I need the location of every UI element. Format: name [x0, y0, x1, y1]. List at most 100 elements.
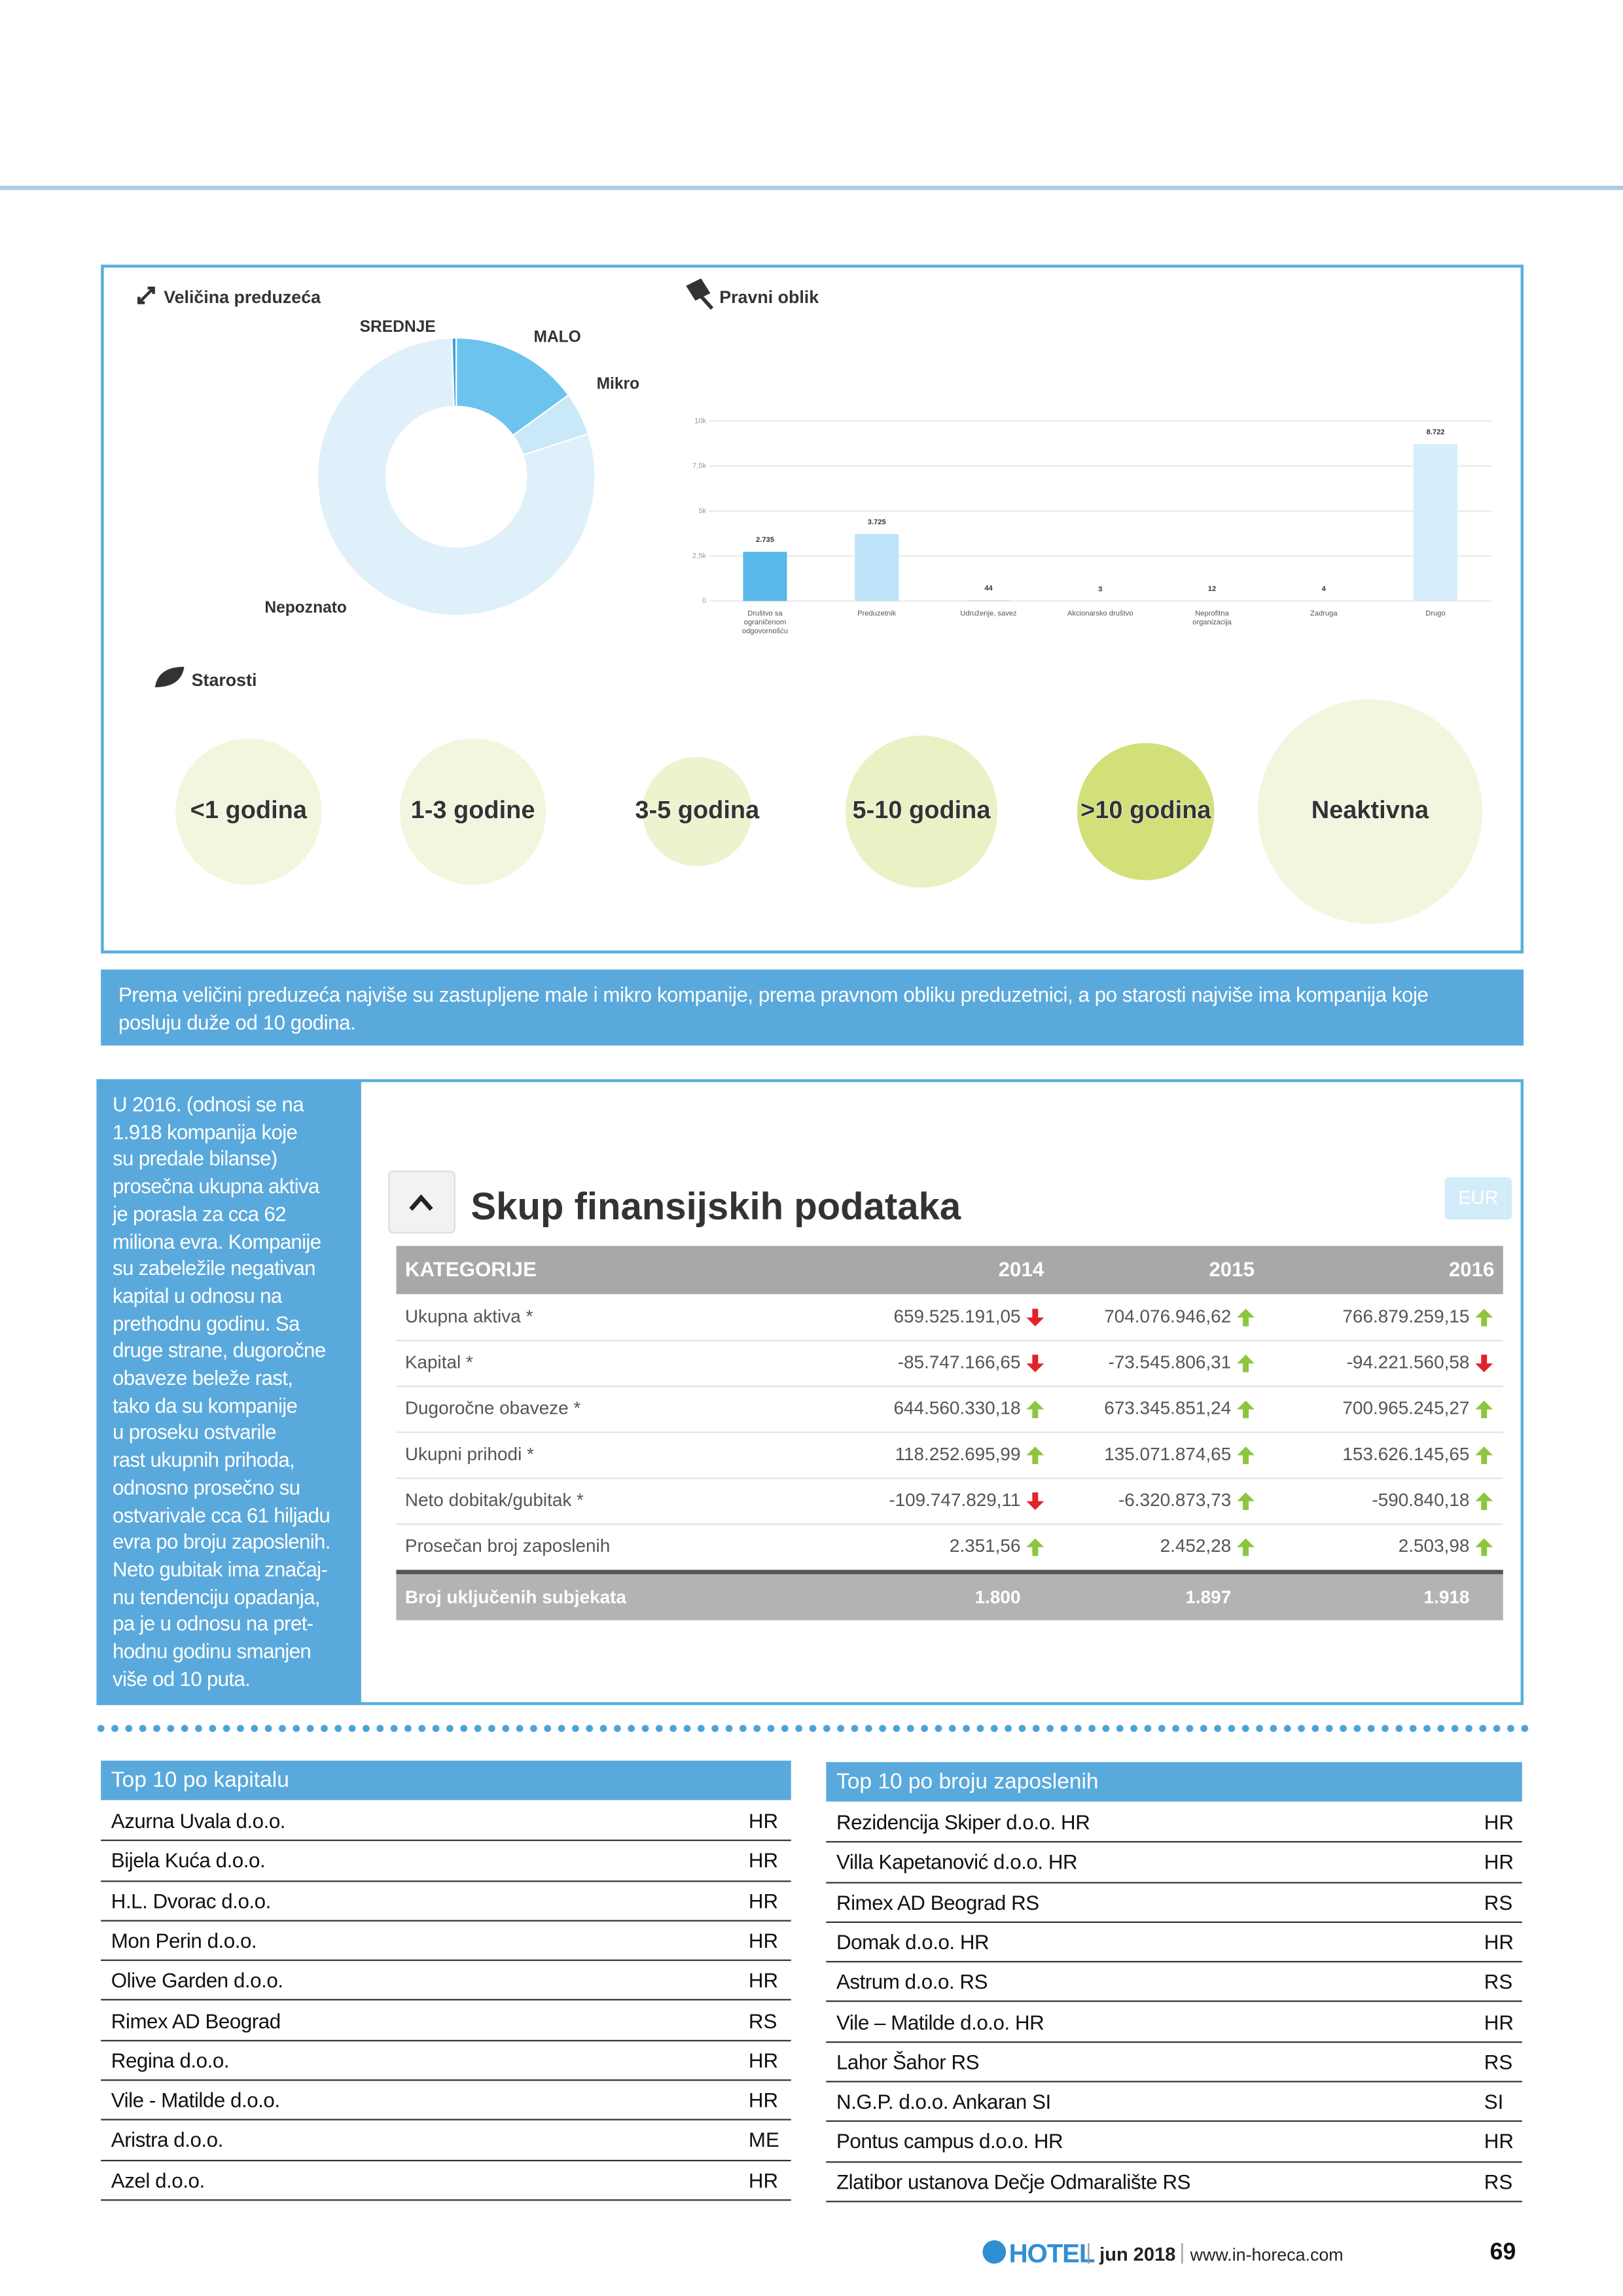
footer-separator	[1088, 2243, 1090, 2264]
list-country: HR	[1484, 2129, 1514, 2153]
cell-value: 135.071.874,65	[1104, 1444, 1231, 1464]
list-row	[101, 2081, 791, 2121]
footer-brand: HOTEL	[1008, 2238, 1096, 2269]
side-text-line: Neto gubitak ima značaj-	[113, 1557, 328, 1581]
collapse-button[interactable]	[388, 1170, 455, 1234]
side-text-line: ostvarivale cca 61 hiljadu	[113, 1502, 330, 1526]
cell-value: 2.351,56	[950, 1535, 1021, 1556]
footer-separator	[1181, 2243, 1183, 2264]
list-row	[826, 2003, 1522, 2043]
cell-value: 118.252.695,99	[895, 1444, 1021, 1464]
cell-value: 766.879.259,15	[1342, 1306, 1469, 1326]
bubble	[642, 757, 752, 867]
caption-band	[101, 969, 1524, 1046]
value-label: 4	[1322, 585, 1327, 593]
column-header: 2016	[1449, 1258, 1495, 1281]
value-label: 12	[1208, 585, 1216, 593]
caption-line: Prema veličini preduzeća najviše su zast…	[118, 982, 1429, 1007]
value-label: 2.735	[756, 536, 774, 544]
side-text-line: evra po broju zaposlenih.	[113, 1530, 330, 1554]
column-header: 2015	[1209, 1258, 1255, 1281]
list-name: Pontus campus d.o.o. HR	[836, 2129, 1063, 2153]
cell-value: 659.525.191,05	[894, 1306, 1021, 1326]
table-footer	[396, 1570, 1503, 1621]
y-tick-label: 0	[702, 597, 706, 605]
side-text-line: 1.918 kompanija koje	[113, 1119, 298, 1143]
list-country: HR	[748, 1968, 779, 1992]
side-text-line: prosečna ukupna aktiva	[113, 1174, 319, 1198]
segment-label: Mikro	[597, 375, 640, 393]
list-title: Top 10 po broju zaposlenih	[836, 1769, 1099, 1795]
bar	[743, 552, 787, 601]
trend-arrow	[1026, 1308, 1044, 1327]
list-name: H.L. Dvorac d.o.o.	[111, 1888, 272, 1912]
list-name: N.G.P. d.o.o. Ankaran SI	[836, 2089, 1051, 2113]
cell-value: 2.503,98	[1399, 1535, 1470, 1556]
list-country: HR	[748, 1928, 779, 1952]
side-text-line: odnosno prosečno su	[113, 1475, 300, 1499]
side-text-line: obaveze beleže rast,	[113, 1365, 293, 1390]
list-row	[826, 1843, 1522, 1883]
side-text-line: kapital u odnosu na	[113, 1283, 282, 1308]
footer-url: www.in-horeca.com	[1190, 2244, 1344, 2265]
trend-arrow	[1026, 1538, 1044, 1556]
list-row	[826, 1803, 1522, 1843]
chart-title: Pravni oblik	[719, 287, 819, 307]
row-label: Prosečan broj zaposlenih	[405, 1535, 610, 1556]
bubble-label: 5-10 godina	[853, 797, 991, 824]
list-row	[826, 2043, 1522, 2083]
list-name: Olive Garden d.o.o.	[111, 1968, 283, 1992]
list-name: Domak d.o.o. HR	[836, 1929, 990, 1954]
list-country: RS	[1484, 1890, 1513, 1914]
list-country: HR	[748, 2048, 779, 2072]
bubble-label: >10 godina	[1080, 797, 1211, 824]
cell-value: -85.747.166,65	[898, 1352, 1021, 1372]
chart-title: Veličina preduzeća	[164, 287, 321, 307]
x-tick-label: Društvo sa ograničenom odgovornošću	[741, 609, 789, 636]
list-name: Azel d.o.o.	[111, 2168, 205, 2192]
donut-segment	[455, 336, 570, 437]
value-label: 3.725	[868, 518, 886, 526]
column-header: KATEGORIJE	[405, 1258, 537, 1281]
cell-value: 153.626.145,65	[1342, 1444, 1469, 1464]
list-country: HR	[748, 2168, 779, 2192]
bubble-label: <1 godina	[190, 797, 308, 824]
trend-arrow	[1475, 1446, 1493, 1464]
row-label: Neto dobitak/gubitak *	[405, 1490, 584, 1510]
trend-arrow	[1237, 1492, 1255, 1511]
footer-value: 1.800	[975, 1587, 1021, 1607]
side-text-line: U 2016. (odnosi se na	[113, 1092, 304, 1116]
cell-value: -73.545.806,31	[1108, 1352, 1231, 1372]
list-name: Aristra d.o.o.	[111, 2128, 224, 2152]
trend-arrow	[1475, 1400, 1493, 1418]
side-text-line: je porasla za cca 62	[113, 1202, 286, 1225]
footer-issue: jun 2018	[1099, 2243, 1176, 2265]
trend-arrow	[1026, 1446, 1044, 1464]
trend-arrow	[1475, 1308, 1493, 1327]
trend-arrow	[1026, 1354, 1044, 1372]
value-label: 3	[1098, 585, 1102, 593]
list-row	[101, 1842, 791, 1882]
leaf-icon	[154, 666, 185, 688]
currency-badge	[1444, 1177, 1512, 1220]
list-row	[101, 2161, 791, 2201]
list-country: HR	[748, 1888, 779, 1912]
top-rule	[0, 185, 1623, 190]
side-text-line: nu tendenciju opadanja,	[113, 1584, 320, 1608]
bar	[1414, 444, 1458, 601]
list-header	[101, 1761, 791, 1801]
list-row	[826, 1963, 1522, 2003]
list-name: Vile - Matilde d.o.o.	[111, 2088, 280, 2112]
trend-arrow	[1475, 1538, 1493, 1556]
charts-frame	[101, 264, 1524, 954]
bubble	[1077, 743, 1215, 880]
x-tick-label: Akcionarsko društvo	[1067, 609, 1133, 619]
trend-arrow	[1237, 1308, 1255, 1327]
bubble	[1257, 699, 1483, 924]
table-header	[396, 1246, 1503, 1295]
resize-icon	[137, 286, 155, 304]
trend-arrow	[1237, 1538, 1255, 1556]
chevron-icon	[409, 1194, 433, 1211]
list-row	[826, 1883, 1522, 1923]
bubble	[845, 735, 998, 888]
